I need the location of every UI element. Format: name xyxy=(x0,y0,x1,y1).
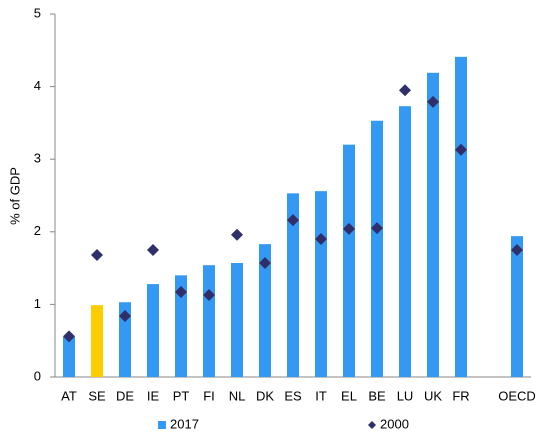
x-tick-label: SE xyxy=(88,388,106,403)
y-tick-label: 4 xyxy=(34,78,41,93)
y-tick-label: 2 xyxy=(34,223,41,238)
y-tick-label: 1 xyxy=(34,296,41,311)
x-tick-label: IT xyxy=(315,388,327,403)
legend-swatch xyxy=(368,421,376,429)
x-tick-label: LU xyxy=(397,388,414,403)
x-tick-label: FR xyxy=(452,388,469,403)
marker xyxy=(175,286,187,299)
legend-swatch xyxy=(158,421,166,429)
marker xyxy=(343,222,355,235)
x-tick-label: DE xyxy=(116,388,134,403)
x-tick-label: ES xyxy=(284,388,302,403)
marker xyxy=(315,233,327,246)
y-tick-label: 3 xyxy=(34,151,41,166)
marker xyxy=(63,330,75,343)
x-tick-label: NL xyxy=(229,388,246,403)
bar xyxy=(315,191,327,377)
x-tick-label: BE xyxy=(368,388,386,403)
bar xyxy=(91,305,103,377)
marker xyxy=(427,95,439,108)
bar xyxy=(371,120,383,378)
y-tick-label: 0 xyxy=(34,368,41,383)
marker xyxy=(287,214,299,227)
bar xyxy=(427,72,439,377)
bar xyxy=(119,302,131,377)
bar xyxy=(287,193,299,377)
bar xyxy=(455,56,467,378)
legend-label: 2017 xyxy=(170,416,199,431)
marker xyxy=(399,84,411,97)
x-tick-label: FI xyxy=(203,388,215,403)
bar xyxy=(63,337,75,377)
x-tick-label: UK xyxy=(424,388,442,403)
bar xyxy=(399,106,411,378)
bar xyxy=(259,244,271,377)
bar xyxy=(175,275,187,377)
marker xyxy=(259,257,271,270)
x-tick-label: IE xyxy=(147,388,160,403)
marker xyxy=(371,222,383,235)
marker xyxy=(91,249,103,262)
bar xyxy=(147,284,159,377)
marker xyxy=(511,243,523,256)
x-tick-label: EL xyxy=(341,388,357,403)
bar xyxy=(203,265,215,377)
x-tick-label: DK xyxy=(256,388,274,403)
marker xyxy=(119,310,131,323)
bar xyxy=(511,236,523,377)
x-tick-label: PT xyxy=(173,388,190,403)
marker xyxy=(231,228,243,241)
y-axis-label: % of GDP xyxy=(7,167,22,225)
marker xyxy=(147,243,159,256)
legend-label: 2000 xyxy=(380,416,409,431)
bar xyxy=(231,263,243,377)
y-tick-label: 5 xyxy=(34,5,41,20)
x-tick-label: AT xyxy=(61,388,77,403)
bar xyxy=(343,144,355,377)
x-tick-label: OECD xyxy=(498,388,536,403)
marker xyxy=(203,288,215,301)
marker xyxy=(455,143,467,156)
